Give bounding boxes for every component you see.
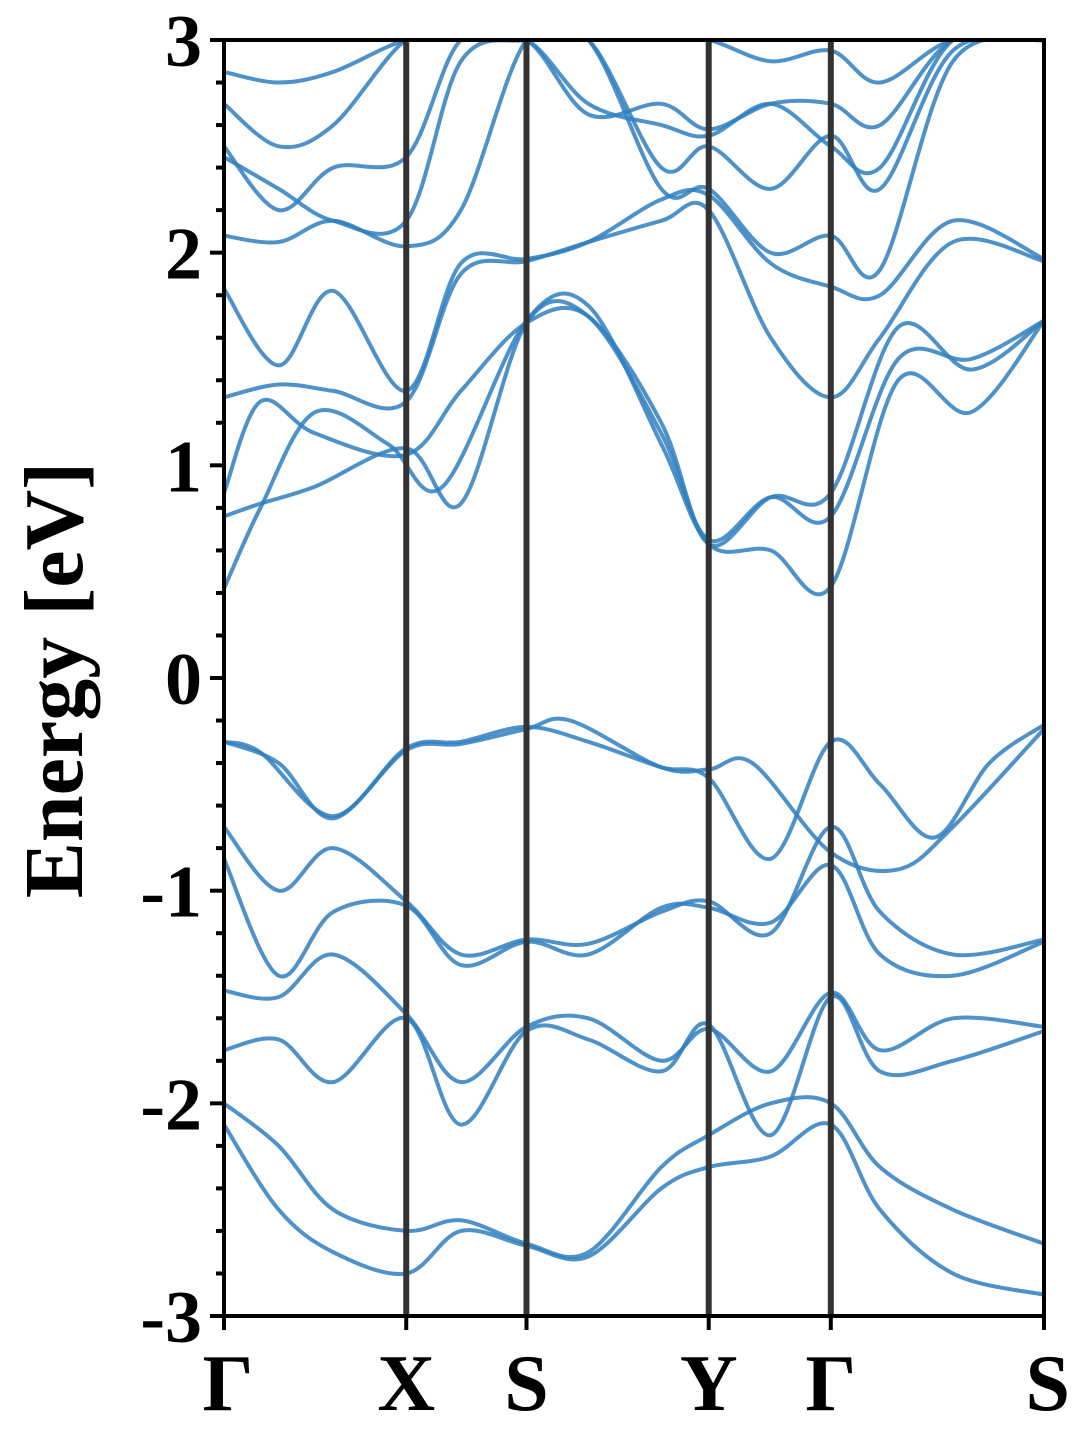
band-line-13 — [224, 187, 1044, 393]
x-tick-label: Γ — [805, 1340, 856, 1428]
x-tick-label: Y — [680, 1340, 738, 1428]
plot-frame — [222, 38, 1046, 1318]
y-tick-label: 3 — [165, 1, 202, 83]
y-tick-label: -3 — [140, 1277, 202, 1359]
y-tick-label: 0 — [165, 639, 202, 721]
x-tick-label: Γ — [203, 1340, 254, 1428]
band-line-11 — [224, 305, 1044, 548]
band-line-3 — [224, 824, 1044, 958]
band-line-17 — [224, 40, 1044, 150]
band-line-2 — [224, 716, 1044, 874]
band-line-10 — [224, 299, 1044, 544]
band-line-12 — [224, 200, 1044, 411]
bands-layer — [224, 40, 1044, 1297]
high-symmetry-lines — [403, 40, 834, 1316]
band-line-5 — [224, 952, 1044, 1085]
band-line-14 — [224, 40, 1044, 280]
y-tick-label: 1 — [165, 426, 202, 508]
y-axis-title: Energy [eV] — [8, 462, 101, 898]
band-line-4 — [224, 856, 1044, 979]
band-line-15 — [224, 40, 1044, 236]
y-tick-label: 2 — [165, 214, 202, 296]
band-line-6 — [224, 994, 1044, 1138]
x-tick-label: X — [377, 1340, 435, 1428]
y-tick-label: -2 — [140, 1064, 202, 1146]
band-line-1 — [224, 722, 1044, 861]
x-tick-label: S — [1026, 1340, 1071, 1428]
y-axis-ticks: 3 2 1 0 -1 -2 -3 — [140, 1, 224, 1359]
band-line-8 — [224, 1121, 1044, 1297]
x-tick-label: S — [504, 1340, 549, 1428]
y-tick-label: -1 — [140, 852, 202, 934]
band-line-7 — [224, 1095, 1044, 1259]
band-line-18 — [224, 40, 1044, 85]
